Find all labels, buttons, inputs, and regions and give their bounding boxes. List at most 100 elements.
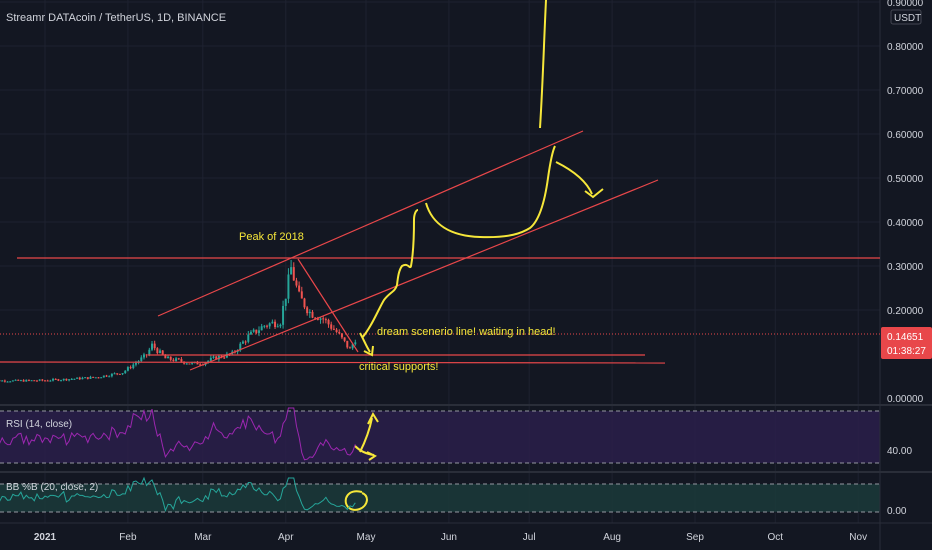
- candle-body: [78, 377, 81, 380]
- time-tick-label: Nov: [849, 532, 867, 543]
- annotation-supports: critical supports!: [359, 361, 438, 373]
- candle-body: [44, 380, 46, 382]
- candle-body: [223, 357, 226, 359]
- candle-body: [142, 354, 145, 358]
- candle-body: [126, 367, 129, 371]
- currency-label: USDT: [894, 13, 921, 24]
- candle-body: [121, 373, 124, 375]
- candle-body: [322, 318, 325, 320]
- candle-body: [332, 328, 335, 330]
- candle-body: [116, 373, 119, 375]
- price-tick-label: 0.20000: [887, 306, 924, 317]
- candle-body: [102, 375, 105, 378]
- candle-body: [354, 342, 357, 345]
- candle-body: [41, 379, 44, 381]
- candle-body: [292, 267, 295, 281]
- countdown-label: 01:38:27: [887, 346, 926, 357]
- drawings[interactable]: [0, 0, 880, 511]
- candle-body: [258, 330, 260, 333]
- candle-body: [65, 378, 68, 381]
- candle-body: [263, 325, 266, 327]
- moon-line-path[interactable]: [539, 0, 547, 129]
- candle-body: [314, 317, 317, 319]
- support-line-2[interactable]: [0, 361, 666, 364]
- candle-body: [175, 358, 178, 361]
- time-tick-label: Aug: [603, 532, 621, 543]
- time-tick-label: Feb: [119, 532, 137, 543]
- candle-body: [30, 380, 33, 382]
- candle-body: [249, 331, 252, 335]
- candle-body: [177, 358, 180, 360]
- candle-body: [68, 379, 71, 381]
- candle-body: [46, 380, 49, 382]
- rsi-tick: 40.00: [887, 446, 912, 457]
- pullback-arrow-path[interactable]: [555, 161, 604, 199]
- candle-body: [260, 326, 263, 331]
- price-axis[interactable]: 0.90000 0.80000 0.70000 0.60000 0.50000 0.400…: [887, 0, 924, 405]
- time-tick-label: Apr: [278, 532, 294, 543]
- candle-body: [145, 354, 148, 356]
- candle-body: [343, 337, 346, 341]
- candle-body: [255, 329, 258, 333]
- price-tick-label: 0.40000: [887, 218, 924, 229]
- candle-body: [340, 333, 343, 338]
- candle-body: [279, 324, 282, 327]
- candle-body: [9, 381, 12, 383]
- candle-body: [241, 341, 244, 344]
- candle-body: [35, 380, 38, 382]
- down-arrow-path[interactable]: [359, 332, 374, 357]
- rsi-line: [0, 407, 356, 461]
- candle-body: [113, 373, 116, 375]
- candle-body: [156, 348, 159, 354]
- channel-lower-line[interactable]: [189, 179, 659, 371]
- candle-body: [351, 344, 354, 349]
- candle-body: [57, 379, 60, 381]
- candle-body: [161, 350, 164, 355]
- candle-body: [330, 324, 333, 329]
- candle-body: [25, 379, 28, 382]
- rsi-label: RSI (14, close): [6, 419, 72, 430]
- candle-body: [266, 325, 269, 327]
- channel-upper-line[interactable]: [157, 130, 584, 317]
- candle-body: [1, 380, 4, 382]
- candle-body: [27, 379, 30, 381]
- candle-body: [84, 377, 87, 379]
- candle-body: [153, 343, 156, 349]
- annotation-peak: Peak of 2018: [239, 231, 304, 243]
- annotation-dream: dream scenerio line! waiting in head!: [377, 326, 556, 338]
- candle-body: [60, 380, 63, 382]
- candle-body: [239, 343, 242, 351]
- bb-circle-path[interactable]: [344, 490, 369, 511]
- peak-drop-line[interactable]: [297, 258, 359, 353]
- time-axis[interactable]: 2021 Feb Mar Apr May Jun Jul Aug Sep Oct Nov: [34, 532, 867, 543]
- candle-body: [76, 377, 79, 379]
- candle-body: [70, 379, 73, 381]
- candle-body: [327, 319, 330, 325]
- time-tick-label: May: [357, 532, 376, 543]
- candle-body: [100, 377, 103, 379]
- candle-body: [38, 379, 41, 381]
- dream-scenario-path[interactable]: [361, 209, 419, 339]
- candle-body: [86, 377, 89, 379]
- candle-body: [252, 329, 255, 332]
- candle-body: [324, 319, 327, 321]
- price-tick-label: 0.30000: [887, 262, 924, 273]
- candle-body: [274, 321, 277, 327]
- candle-body: [11, 380, 14, 382]
- candle-body: [108, 376, 111, 378]
- candle-body: [172, 359, 175, 361]
- candle-body: [52, 378, 55, 381]
- candle-body: [244, 341, 247, 343]
- candle-body: [97, 377, 100, 379]
- candle-body: [164, 354, 167, 359]
- candle-body: [81, 377, 84, 380]
- candle-body: [148, 349, 151, 356]
- cup-path[interactable]: [425, 145, 556, 239]
- bb-label: BB %B (20, close, 2): [6, 482, 98, 493]
- price-tick-label: 0.70000: [887, 86, 924, 97]
- candle-body: [209, 357, 212, 361]
- candle-body: [196, 361, 199, 365]
- time-tick-label: Jun: [441, 532, 457, 543]
- currency-badge: [890, 9, 922, 25]
- rsi-arrow-path[interactable]: [354, 411, 379, 461]
